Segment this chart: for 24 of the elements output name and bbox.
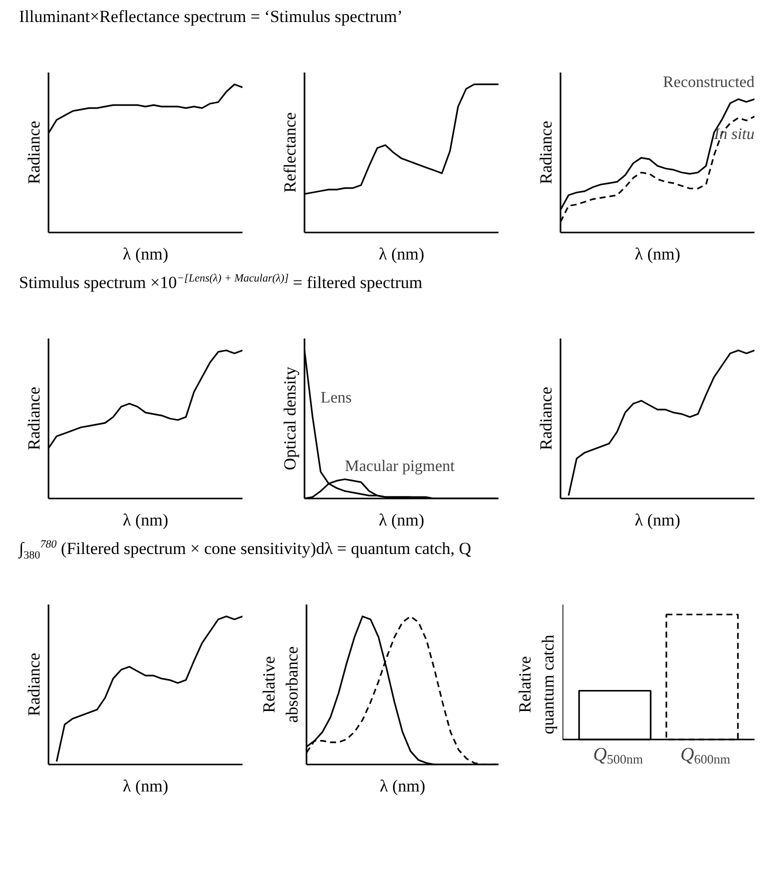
series-label: In situ bbox=[713, 126, 755, 144]
y-axis-title: Radiance bbox=[24, 652, 44, 716]
series-label: Lens bbox=[320, 390, 352, 407]
y-axis-title: Radiance bbox=[536, 386, 556, 450]
x-axis-title: λ (nm) bbox=[378, 510, 424, 530]
y-axis-title: Relative absorbance bbox=[260, 646, 302, 723]
x-axis-title: λ (nm) bbox=[122, 244, 168, 264]
y-axis-title: Radiance bbox=[536, 120, 556, 184]
x-axis-title: λ (nm) bbox=[380, 776, 426, 796]
x-axis-title: λ (nm) bbox=[634, 510, 680, 530]
chart-title: Illuminant×Reflectance spectrum = ‘Stimulus spectrum’ bbox=[19, 6, 403, 28]
x-axis-title: λ (nm) bbox=[122, 776, 168, 796]
y-axis-title: Radiance bbox=[24, 386, 44, 450]
x-axis-title: λ (nm) bbox=[378, 244, 424, 264]
y-axis-title: Reflectance bbox=[280, 112, 300, 193]
x-axis-title: λ (nm) bbox=[122, 510, 168, 530]
y-axis-title: Relative quantum catch bbox=[516, 634, 558, 734]
y-axis-title: Radiance bbox=[24, 120, 44, 184]
series-label: Macular pigment bbox=[344, 458, 456, 475]
series-label: Reconstructed bbox=[662, 74, 755, 92]
x-axis-title: λ (nm) bbox=[634, 244, 680, 264]
y-axis-title: Optical density bbox=[280, 366, 300, 470]
chart-title: Stimulus spectrum ×10$^{−[Lens(λ) + Macular(λ)]}$ = filtered spectrum bbox=[19, 271, 422, 294]
chart-title: ∫$_{380}$$^{780}$ (Filtered spectrum × cone sensitivity)dλ = quantum catch, Q bbox=[19, 537, 472, 564]
